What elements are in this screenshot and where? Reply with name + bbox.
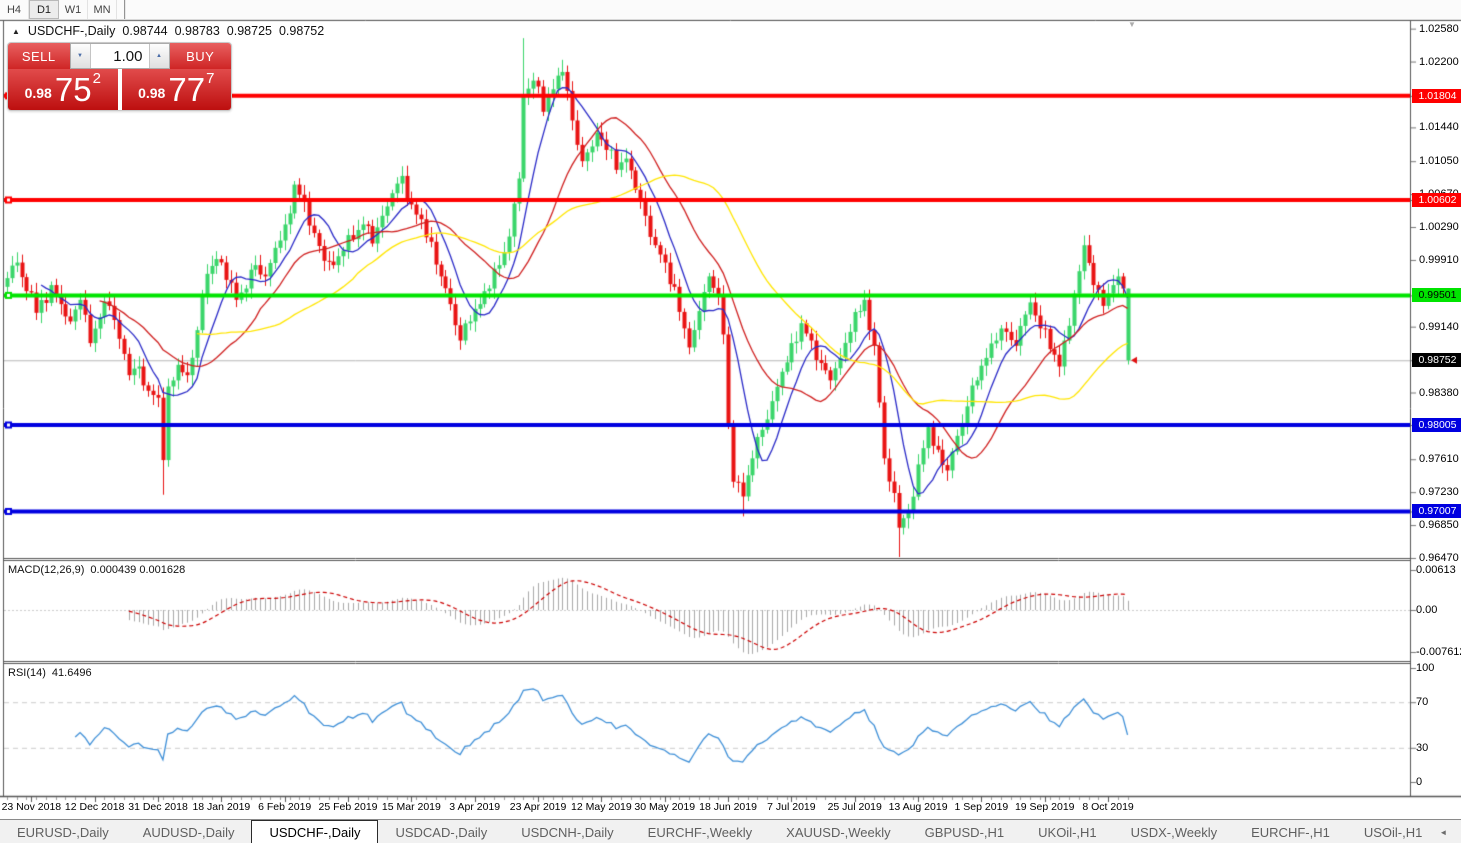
- price-badge: 1.00602: [1412, 193, 1461, 207]
- chevron-down-icon: ▼: [77, 53, 83, 59]
- price-axis-tick: 0.96850: [1419, 519, 1459, 532]
- date-label: 25 Feb 2019: [318, 801, 378, 813]
- date-label: 25 Jul 2019: [827, 801, 882, 813]
- volume-input[interactable]: 1.00: [113, 47, 143, 65]
- date-label: 12 Dec 2018: [64, 801, 125, 813]
- price-axis-tick: 0.96470: [1419, 551, 1459, 564]
- chart-tab-eurusd-daily[interactable]: EURUSD-,Daily: [17, 824, 109, 840]
- macd-axis-tick: 0.00: [1416, 604, 1438, 616]
- chart-tab-usdchf-daily[interactable]: USDCHF-,Daily: [251, 820, 379, 843]
- tab-scroll-arrows: ◄►: [1439, 820, 1461, 843]
- scroll-to-end-marker[interactable]: ▼: [1128, 20, 1136, 29]
- price-axis-tick: 1.01050: [1419, 155, 1459, 168]
- buy-button[interactable]: BUY: [169, 43, 231, 69]
- macd-name: MACD(12,26,9): [8, 564, 85, 576]
- sell-price-prefix: 0.98: [24, 85, 52, 101]
- ohlc-open: 0.98744: [122, 24, 168, 38]
- date-label: 23 Apr 2019: [509, 801, 567, 813]
- chart-tab-xauusd-weekly[interactable]: XAUUSD-,Weekly: [786, 824, 891, 840]
- timeframe-button-mn[interactable]: MN: [88, 0, 117, 19]
- date-label: 30 May 2019: [634, 801, 696, 813]
- price-axis-tick: 0.98380: [1419, 386, 1459, 399]
- toolbar-separator: [120, 0, 126, 19]
- price-axis-tick: 0.97230: [1419, 486, 1459, 499]
- chart-tab-eurchf-weekly[interactable]: EURCHF-,Weekly: [647, 824, 753, 840]
- date-label: 8 Oct 2019: [1082, 801, 1134, 813]
- chart-tab-usoil-h1[interactable]: USOil-,H1: [1363, 824, 1423, 840]
- buy-price-sup: 7: [206, 70, 215, 87]
- volume-increase-button[interactable]: ▲: [148, 44, 169, 68]
- symbol-name: USDCHF-,Daily: [27, 24, 116, 38]
- rsi-axis-tick: 0: [1416, 776, 1423, 788]
- date-label: 31 Dec 2018: [128, 801, 188, 813]
- chart-symbol-line: ▲ USDCHF-,Daily 0.98744 0.98783 0.98725 …: [12, 24, 324, 38]
- price-badge: 1.01804: [1412, 88, 1461, 103]
- chevron-up-icon: ▲: [156, 53, 162, 59]
- scroll-tabs-left-icon[interactable]: ◄: [1439, 827, 1448, 837]
- chart-tab-ukoil-h1[interactable]: UKOil-,H1: [1038, 824, 1097, 840]
- price-badge: 0.98005: [1412, 418, 1461, 432]
- macd-axis-tick: -0.007612: [1416, 646, 1461, 658]
- date-label: 13 Aug 2019: [888, 801, 948, 813]
- rsi-axis-tick: 30: [1416, 741, 1429, 754]
- date-label: 1 Sep 2019: [954, 801, 1009, 813]
- date-label: 18 Jan 2019: [192, 801, 251, 813]
- macd-values: 0.000439 0.001628: [90, 564, 186, 576]
- date-label: 18 Jun 2019: [699, 801, 757, 813]
- sell-price-sup: 2: [92, 70, 101, 87]
- price-axis-tick: 1.02200: [1419, 55, 1459, 68]
- macd-label: MACD(12,26,9) 0.000439 0.001628: [8, 564, 185, 576]
- date-label: 23 Nov 2018: [1, 801, 62, 813]
- price-axis-tick: 0.97610: [1419, 453, 1459, 466]
- sell-price-big: 75: [54, 71, 92, 108]
- rsi-axis-tick: 70: [1416, 696, 1429, 709]
- chart-tab-bar: EURUSD-,Daily AUDUSD-,Daily USDCHF-,Daily U…: [0, 819, 1461, 843]
- rsi-value: 41.6496: [51, 667, 92, 679]
- price-badge: 0.98752: [1412, 353, 1461, 368]
- price-axis-tick: 0.99910: [1419, 253, 1459, 266]
- rsi-name: RSI(14): [8, 667, 46, 679]
- date-label: 7 Jul 2019: [767, 801, 816, 813]
- timeframe-button-h4[interactable]: H4: [0, 0, 29, 19]
- timeframe-button-w1[interactable]: W1: [59, 0, 88, 19]
- chart-tab-eurchf-h1[interactable]: EURCHF-,H1: [1251, 824, 1330, 840]
- price-axis-tick: 0.99140: [1419, 320, 1459, 333]
- price-badge: 0.97007: [1412, 504, 1461, 519]
- chart-tab-usdcad-daily[interactable]: USDCAD-,Daily: [395, 824, 488, 840]
- chart-tab-usdx-weekly[interactable]: USDX-,Weekly: [1130, 824, 1218, 840]
- rsi-label: RSI(14) 41.6496: [8, 667, 92, 679]
- price-axis-tick: 1.02580: [1419, 22, 1459, 35]
- ohlc-high: 0.98783: [174, 24, 220, 38]
- trade-widget: SELL ▼ 1.00 ▲ BUY 0.98 75 2 0.98 77 7: [7, 42, 232, 111]
- timeframe-toolbar: H4 D1 W1 MN: [0, 0, 1461, 20]
- buy-price-big: 77: [168, 71, 206, 108]
- collapse-triangle-icon[interactable]: ▲: [12, 26, 20, 36]
- sell-price-panel[interactable]: 0.98 75 2: [8, 69, 118, 110]
- date-label: 19 Sep 2019: [1014, 801, 1075, 813]
- chart-tab-gbpusd-h1[interactable]: GBPUSD-,H1: [924, 824, 1005, 840]
- date-label: 6 Feb 2019: [258, 801, 312, 813]
- date-label: 12 May 2019: [571, 801, 632, 813]
- rsi-axis-tick: 100: [1416, 662, 1435, 674]
- chart-tab-usdcnh-daily[interactable]: USDCNH-,Daily: [521, 824, 614, 840]
- chart-tab-audusd-daily[interactable]: AUDUSD-,Daily: [142, 824, 235, 840]
- macd-axis-tick: 0.00613: [1416, 564, 1456, 576]
- volume-stepper: ▼ 1.00 ▲: [69, 43, 170, 69]
- sell-button[interactable]: SELL: [8, 43, 70, 69]
- price-axis-tick: 1.01440: [1419, 121, 1459, 134]
- ohlc-close: 0.98752: [278, 24, 325, 38]
- buy-price-prefix: 0.98: [138, 85, 166, 101]
- date-label: 3 Apr 2019: [449, 801, 501, 813]
- volume-decrease-button[interactable]: ▼: [70, 44, 91, 68]
- timeframe-button-d1[interactable]: D1: [29, 0, 59, 19]
- price-axis-tick: 1.00290: [1419, 221, 1459, 234]
- price-badge: 0.99501: [1412, 288, 1461, 303]
- date-label: 15 Mar 2019: [381, 801, 441, 813]
- buy-price-panel[interactable]: 0.98 77 7: [121, 69, 231, 110]
- ohlc-low: 0.98725: [226, 24, 272, 38]
